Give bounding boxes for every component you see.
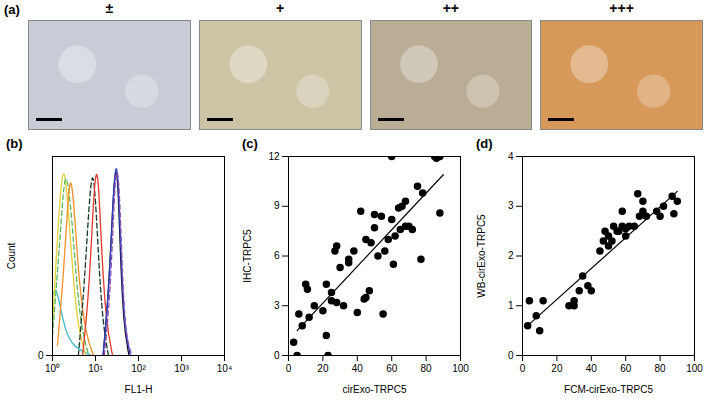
svg-text:10³: 10³ — [174, 363, 189, 374]
svg-text:2: 2 — [508, 250, 514, 261]
svg-text:10⁴: 10⁴ — [217, 363, 232, 374]
svg-text:Count: Count — [6, 242, 17, 269]
svg-text:0: 0 — [38, 350, 44, 361]
svg-text:100: 100 — [686, 363, 703, 374]
svg-text:0: 0 — [520, 363, 526, 374]
svg-text:WB-cirExo-TRPC5: WB-cirExo-TRPC5 — [476, 214, 487, 298]
svg-text:60: 60 — [620, 363, 632, 374]
svg-text:80: 80 — [655, 363, 667, 374]
html-text:(b): (b) — [6, 136, 23, 151]
svg-text:20: 20 — [551, 363, 563, 374]
svg-text:20: 20 — [317, 363, 329, 374]
svg-text:10²: 10² — [131, 363, 146, 374]
svg-text:6: 6 — [274, 250, 280, 261]
svg-text:80: 80 — [421, 363, 433, 374]
svg-text:60: 60 — [386, 363, 398, 374]
svg-text:0: 0 — [274, 350, 280, 361]
svg-text:3: 3 — [508, 200, 514, 211]
svg-text:12: 12 — [268, 151, 280, 162]
svg-text:100: 100 — [452, 363, 469, 374]
svg-text:IHC-TRPC5: IHC-TRPC5 — [242, 229, 253, 283]
svg-text:10⁰: 10⁰ — [45, 363, 60, 374]
html-text:(c): (c) — [242, 136, 258, 151]
svg-text:FL1-H: FL1-H — [125, 384, 153, 395]
svg-text:9: 9 — [274, 200, 280, 211]
svg-text:3: 3 — [274, 300, 280, 311]
html-text:(d): (d) — [476, 136, 493, 151]
svg-text:0: 0 — [508, 350, 514, 361]
svg-text:cirExo-TRPC5: cirExo-TRPC5 — [343, 384, 407, 395]
svg-text:FCM-cirExo-TRPC5: FCM-cirExo-TRPC5 — [564, 384, 653, 395]
svg-text:0: 0 — [286, 363, 292, 374]
html-text:(a): (a) — [4, 2, 20, 17]
svg-text:40: 40 — [586, 363, 598, 374]
svg-text:1: 1 — [508, 300, 514, 311]
svg-text:10¹: 10¹ — [88, 363, 103, 374]
svg-text:4: 4 — [508, 151, 514, 162]
svg-text:40: 40 — [352, 363, 364, 374]
